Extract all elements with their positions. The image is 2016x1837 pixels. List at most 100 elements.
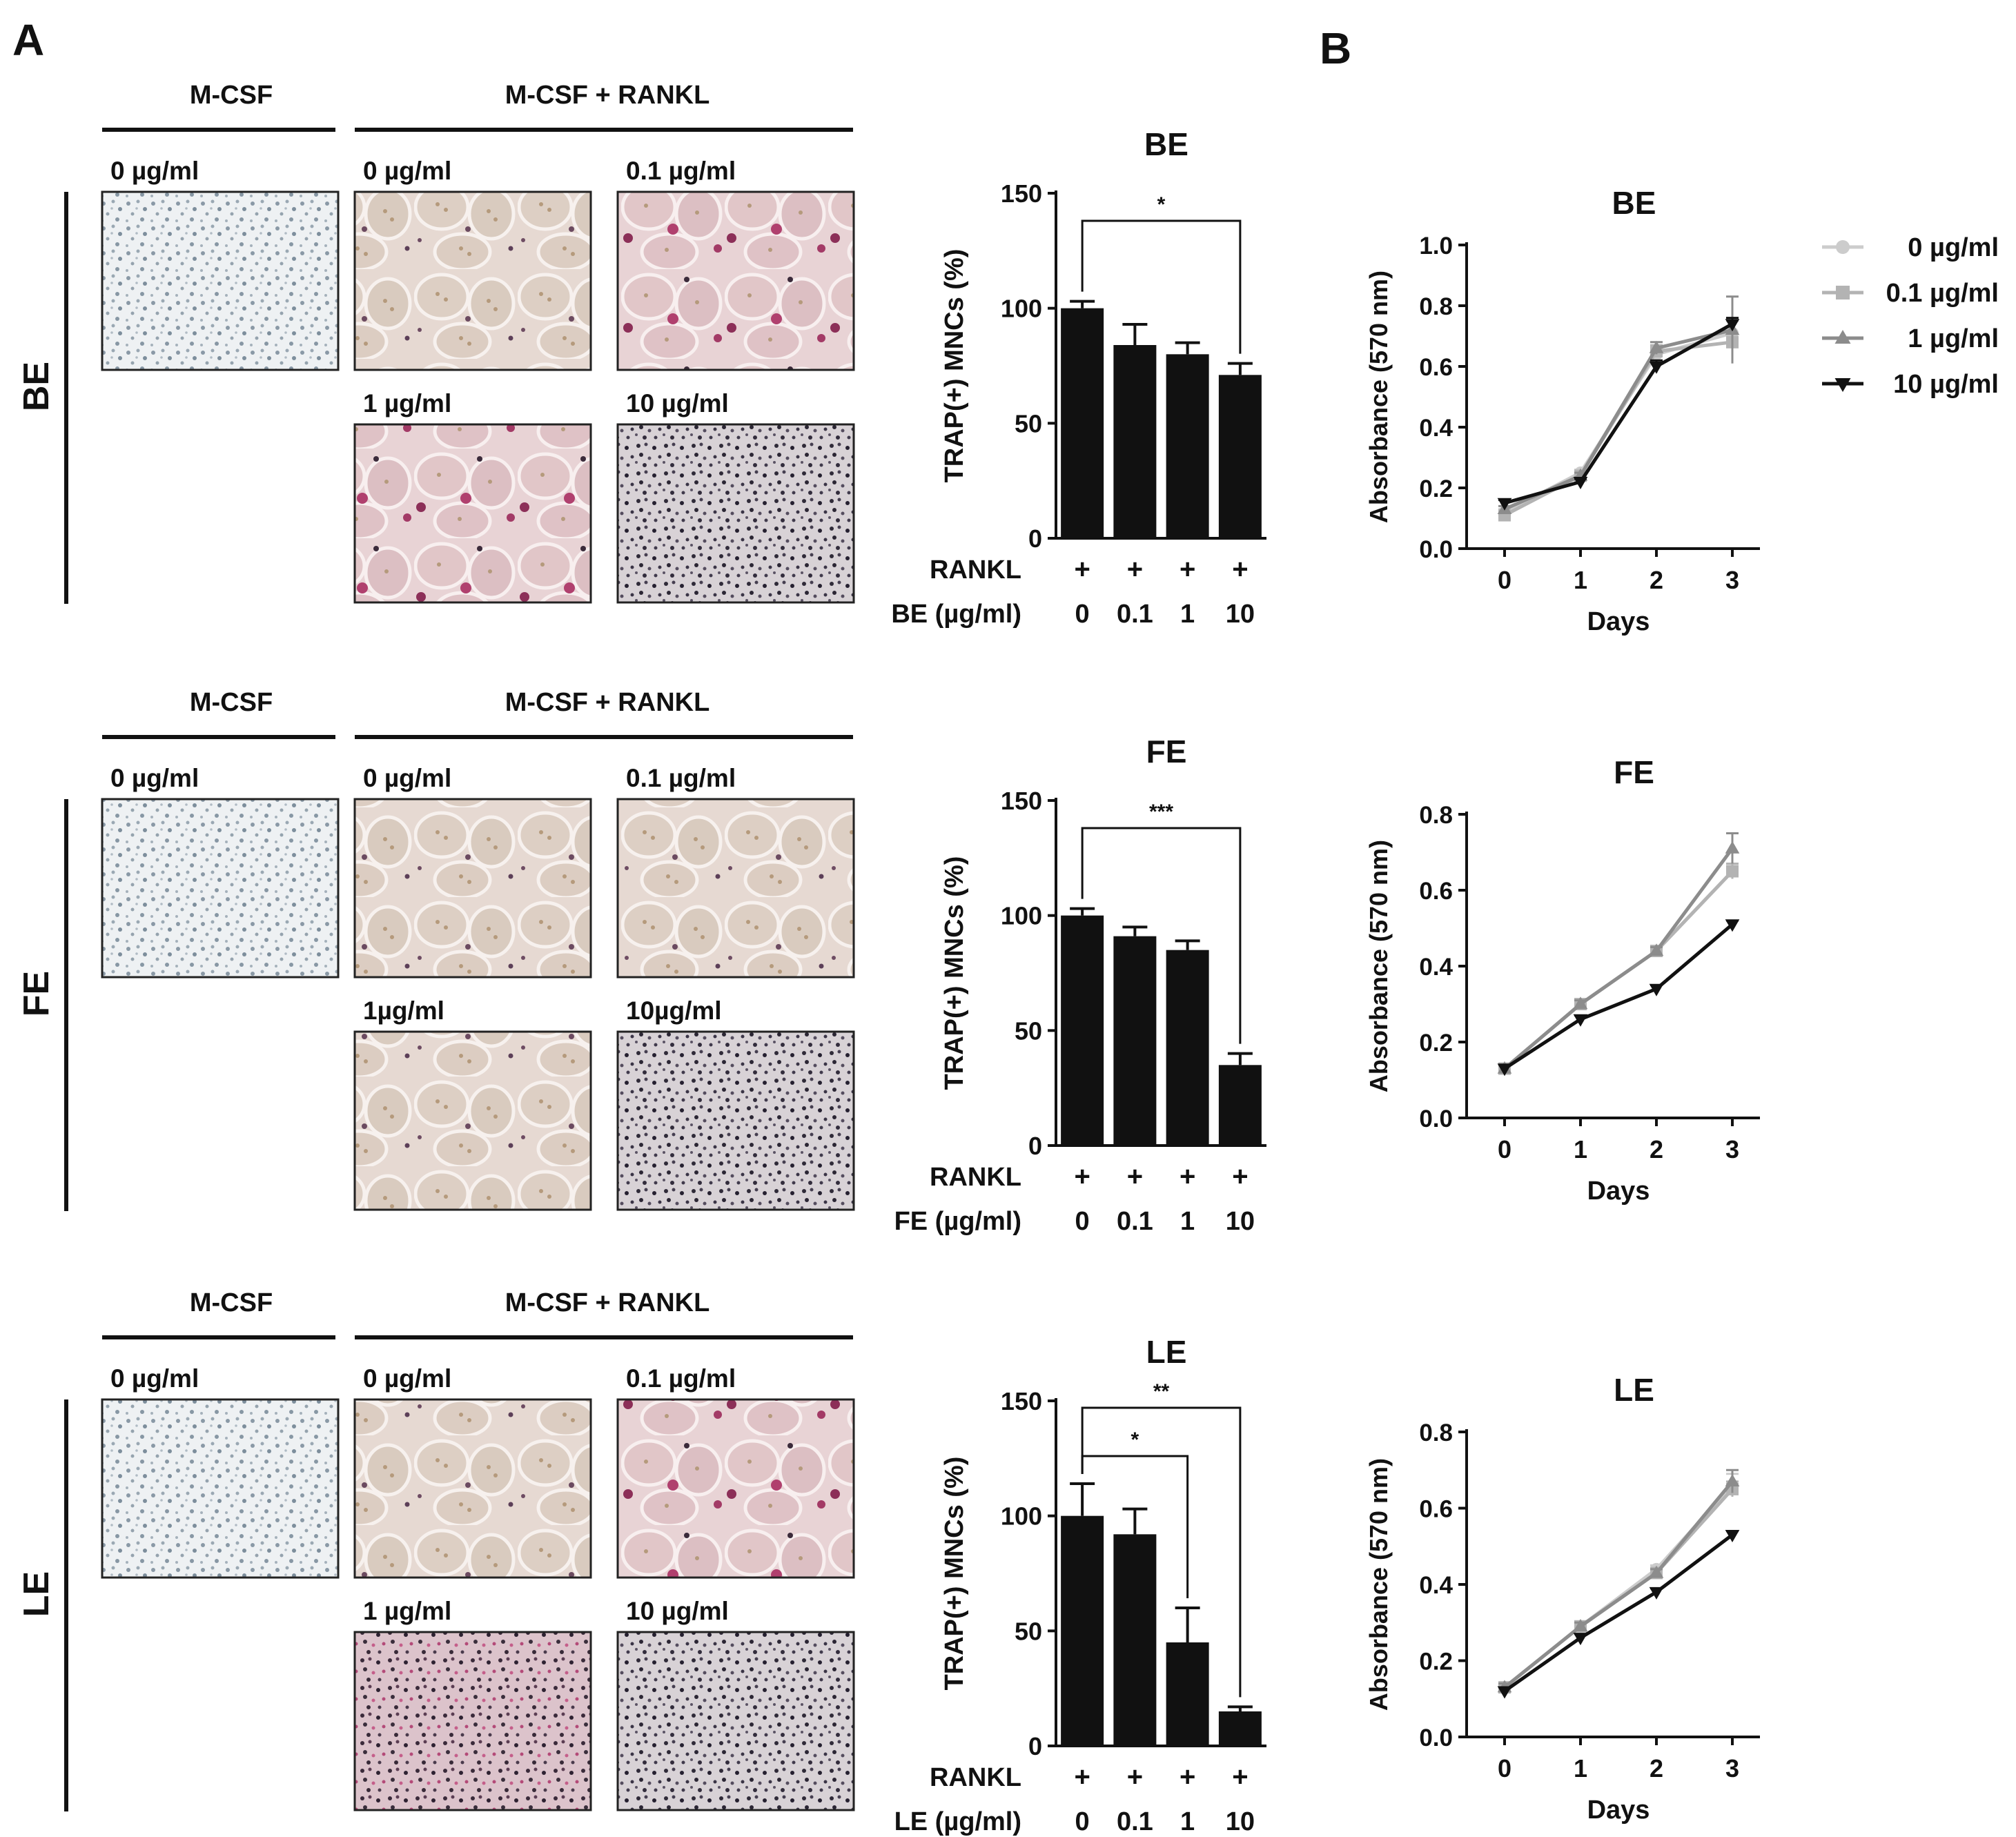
series-path — [1504, 322, 1734, 505]
bar — [1113, 345, 1157, 538]
legend-label: 10 µg/ml — [1893, 370, 1999, 399]
legend-marker — [1836, 240, 1850, 254]
bar — [1061, 1515, 1104, 1746]
data-point — [1725, 319, 1740, 332]
y-tick-label: 50 — [1015, 1617, 1042, 1645]
significance-label: *** — [1149, 800, 1173, 823]
y-tick-label: 100 — [1001, 295, 1042, 323]
bar — [1061, 308, 1104, 538]
data-point — [1573, 996, 1588, 1010]
series-line — [1497, 919, 1740, 1077]
legend-item: 0 µg/ml — [1822, 233, 1999, 262]
rankl-row-label: RANKL — [930, 556, 1021, 584]
rankl-plus: + — [1127, 1161, 1143, 1192]
micrograph-image — [353, 423, 592, 604]
line-chart: BE 0.0 0.2 0.4 0.6 0.8 1.0 0 1 2 3 Days Absorbance (… — [1364, 185, 1760, 636]
bar — [1113, 936, 1157, 1146]
series-line — [1497, 832, 1740, 1074]
series-path — [1503, 328, 1733, 511]
rankl-plus: + — [1232, 1762, 1248, 1792]
y-tick-label: 0.6 — [1419, 354, 1453, 381]
dose-tick-label: 0.1 — [1117, 1807, 1153, 1836]
series-path — [1503, 340, 1733, 517]
rankl-plus: + — [1127, 554, 1143, 584]
rankl-plus: + — [1180, 1161, 1195, 1192]
bar-chart-title: FE — [1146, 734, 1187, 769]
micrograph-image — [616, 1030, 855, 1211]
significance-bracket — [1081, 827, 1242, 1044]
bar — [1166, 950, 1209, 1146]
micrograph-label: 1 µg/ml — [363, 389, 451, 418]
legend-marker — [1836, 286, 1850, 299]
x-axis-label: Days — [1587, 607, 1650, 636]
mcsf-rankl-header: M-CSF + RANKL — [505, 1288, 710, 1317]
mcsf-rankl-header: M-CSF + RANKL — [505, 81, 710, 110]
series-line — [1497, 295, 1740, 514]
data-point — [1497, 1686, 1512, 1699]
row-label: LE — [17, 1571, 57, 1617]
micrograph-image — [616, 1398, 855, 1579]
dose-row-label: FE (µg/ml) — [894, 1207, 1021, 1236]
rankl-plus: + — [1180, 1762, 1195, 1792]
dose-row-label: BE (µg/ml) — [891, 600, 1021, 629]
bar — [1218, 375, 1262, 538]
rankl-plus: + — [1074, 554, 1090, 584]
micrograph-label: 1 µg/ml — [363, 1597, 451, 1625]
y-tick-label: 0.8 — [1419, 293, 1453, 320]
micrograph-label: 0 µg/ml — [110, 1364, 199, 1393]
data-point — [1725, 1529, 1740, 1542]
significance-bracket — [1081, 1406, 1242, 1698]
legend-item: 10 µg/ml — [1822, 370, 1999, 399]
rankl-row-label: RANKL — [930, 1763, 1021, 1792]
x-tick-label: 1 — [1574, 1135, 1587, 1163]
micrograph-label: 0 µg/ml — [363, 157, 451, 185]
data-point — [1497, 498, 1512, 511]
legend-label: 1 µg/ml — [1908, 324, 1999, 353]
y-tick-label: 100 — [1001, 902, 1042, 930]
bar-chart-title: BE — [1144, 126, 1188, 162]
micrograph-label: 0 µg/ml — [110, 157, 199, 185]
significance-label: ** — [1153, 1380, 1170, 1403]
row-label: BE — [17, 362, 57, 411]
y-tick-label: 50 — [1015, 409, 1042, 438]
series-path — [1503, 847, 1734, 1070]
dose-tick-label: 1 — [1180, 600, 1195, 629]
line-chart-title: LE — [1614, 1372, 1654, 1408]
y-tick-label: 0.8 — [1419, 1420, 1453, 1446]
micrograph-image — [353, 1631, 592, 1811]
y-tick-label: 0.2 — [1419, 1649, 1453, 1676]
data-point — [1649, 943, 1664, 956]
x-tick-label: 3 — [1725, 1135, 1739, 1163]
panel-a-label: A — [12, 15, 44, 65]
line-chart: FE 0.0 0.2 0.4 0.6 0.8 0 1 2 3 Days Absorbance (570… — [1364, 754, 1760, 1206]
y-tick-label: 0.6 — [1419, 878, 1453, 905]
mcsf-header: M-CSF — [190, 1288, 273, 1317]
bar — [1218, 1711, 1262, 1746]
series-path — [1503, 1488, 1734, 1689]
rankl-plus: + — [1074, 1161, 1090, 1192]
y-axis-label: Absorbance (570 nm) — [1364, 840, 1393, 1092]
micrograph-image — [616, 798, 855, 979]
dose-tick-label: 1 — [1180, 1207, 1195, 1236]
micrograph-label: 10 µg/ml — [626, 1597, 729, 1625]
series-path — [1503, 923, 1734, 1070]
y-tick-label: 100 — [1001, 1502, 1042, 1531]
y-tick-label: 0.2 — [1419, 475, 1453, 502]
y-axis-label: TRAP(+) MNCs (%) — [940, 856, 969, 1090]
series-line — [1498, 1473, 1739, 1694]
dose-tick-label: 0 — [1075, 600, 1090, 629]
x-tick-label: 3 — [1725, 566, 1739, 594]
y-tick-label: 0.2 — [1419, 1030, 1453, 1057]
y-axis-label: Absorbance (570 nm) — [1364, 271, 1393, 523]
micrograph-image — [353, 1398, 592, 1579]
x-tick-label: 2 — [1650, 1754, 1663, 1782]
micrograph-label: 0.1 µg/ml — [626, 764, 736, 792]
series-path — [1503, 1480, 1734, 1689]
rankl-row-label: RANKL — [930, 1163, 1021, 1192]
bar — [1166, 354, 1209, 538]
significance-bracket — [1081, 219, 1242, 354]
data-point — [1649, 1565, 1664, 1578]
data-point — [1573, 1633, 1588, 1646]
y-tick-label: 0 — [1028, 524, 1042, 553]
